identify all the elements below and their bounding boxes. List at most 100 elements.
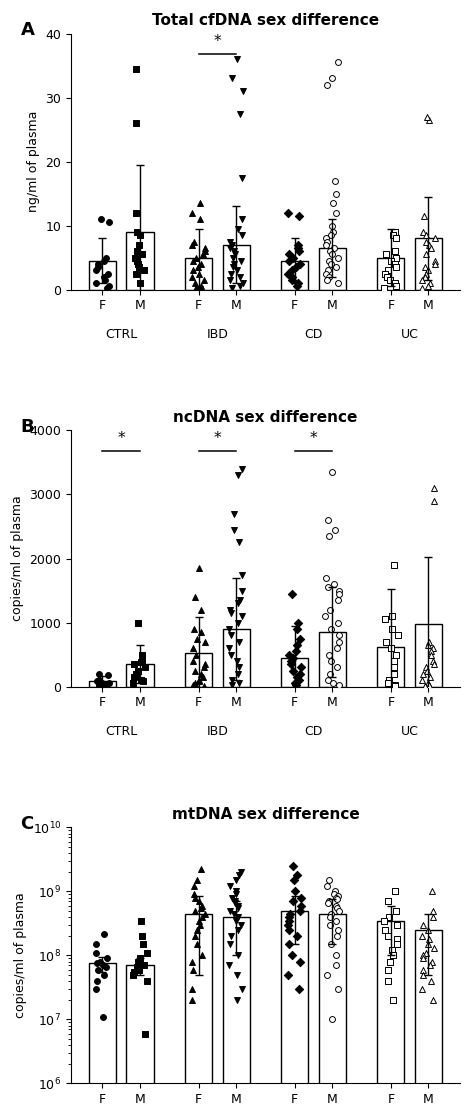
- Point: [292, 258, 300, 276]
- Point: [228, 889, 235, 907]
- Point: [431, 229, 438, 247]
- Point: [93, 955, 101, 973]
- Point: [238, 210, 246, 228]
- Point: [392, 677, 399, 695]
- Bar: [127, 965, 154, 1117]
- Point: [284, 966, 292, 984]
- Point: [384, 261, 392, 279]
- Point: [426, 275, 434, 293]
- Point: [134, 953, 141, 971]
- Point: [99, 674, 106, 691]
- Point: [237, 251, 245, 269]
- Point: [427, 642, 434, 660]
- Point: [388, 251, 395, 269]
- Point: [322, 569, 329, 586]
- Point: [290, 871, 298, 889]
- Point: [92, 261, 100, 279]
- Point: [189, 676, 197, 694]
- Point: [291, 675, 299, 693]
- Point: [188, 991, 196, 1009]
- Point: [326, 646, 333, 663]
- Point: [383, 246, 390, 264]
- Point: [330, 239, 338, 257]
- Point: [326, 892, 333, 910]
- Point: [232, 871, 240, 889]
- Point: [189, 236, 196, 254]
- Point: [328, 69, 336, 87]
- Point: [431, 255, 439, 273]
- Point: [292, 676, 300, 694]
- Point: [334, 887, 341, 905]
- Point: [392, 676, 399, 694]
- Point: [197, 255, 205, 273]
- Point: [293, 620, 301, 638]
- Point: [229, 258, 237, 276]
- Text: B: B: [20, 418, 34, 436]
- Point: [429, 652, 437, 670]
- Point: [333, 899, 340, 917]
- Point: [382, 633, 390, 651]
- Point: [389, 946, 396, 964]
- Point: [419, 927, 426, 945]
- Point: [289, 857, 297, 875]
- Point: [106, 675, 113, 693]
- Point: [227, 232, 234, 250]
- Point: [330, 886, 338, 904]
- Point: [332, 521, 339, 538]
- Point: [285, 246, 292, 264]
- Point: [424, 675, 432, 693]
- Point: [139, 672, 146, 690]
- Point: [141, 1024, 149, 1042]
- Point: [133, 958, 141, 976]
- Bar: [89, 964, 116, 1117]
- Point: [418, 271, 426, 289]
- Point: [423, 246, 430, 264]
- Point: [231, 905, 238, 923]
- Point: [422, 944, 430, 962]
- Point: [425, 277, 432, 295]
- Point: [426, 668, 433, 686]
- Point: [326, 527, 333, 545]
- Point: [196, 210, 204, 228]
- Point: [130, 668, 137, 686]
- Point: [228, 671, 236, 689]
- Point: [332, 956, 340, 974]
- Point: [322, 608, 329, 626]
- Point: [335, 613, 342, 631]
- Point: [198, 623, 205, 641]
- Point: [232, 911, 240, 929]
- Point: [425, 261, 432, 279]
- Point: [332, 203, 340, 221]
- Point: [92, 275, 100, 293]
- Point: [284, 203, 292, 221]
- Point: [389, 227, 397, 245]
- Point: [94, 258, 101, 276]
- Bar: [89, 681, 116, 687]
- Point: [189, 961, 197, 978]
- Point: [132, 665, 139, 682]
- Point: [138, 651, 146, 669]
- Point: [197, 665, 205, 682]
- Point: [385, 671, 392, 689]
- Point: [130, 656, 138, 674]
- Point: [322, 236, 329, 254]
- Point: [236, 534, 243, 552]
- Point: [137, 275, 144, 293]
- Point: [419, 961, 427, 978]
- Point: [418, 279, 426, 297]
- Point: [332, 889, 339, 907]
- Point: [99, 1008, 107, 1025]
- Y-axis label: copies/ml of plasma: copies/ml of plasma: [11, 496, 24, 621]
- Point: [392, 255, 399, 273]
- Point: [237, 268, 244, 286]
- Point: [100, 925, 108, 943]
- Point: [97, 953, 104, 971]
- Text: A: A: [20, 21, 35, 39]
- Point: [419, 916, 427, 934]
- Bar: [89, 260, 116, 289]
- Point: [190, 639, 197, 657]
- Text: CTRL: CTRL: [105, 725, 137, 738]
- Point: [236, 675, 243, 693]
- Point: [234, 466, 242, 484]
- Point: [236, 277, 244, 295]
